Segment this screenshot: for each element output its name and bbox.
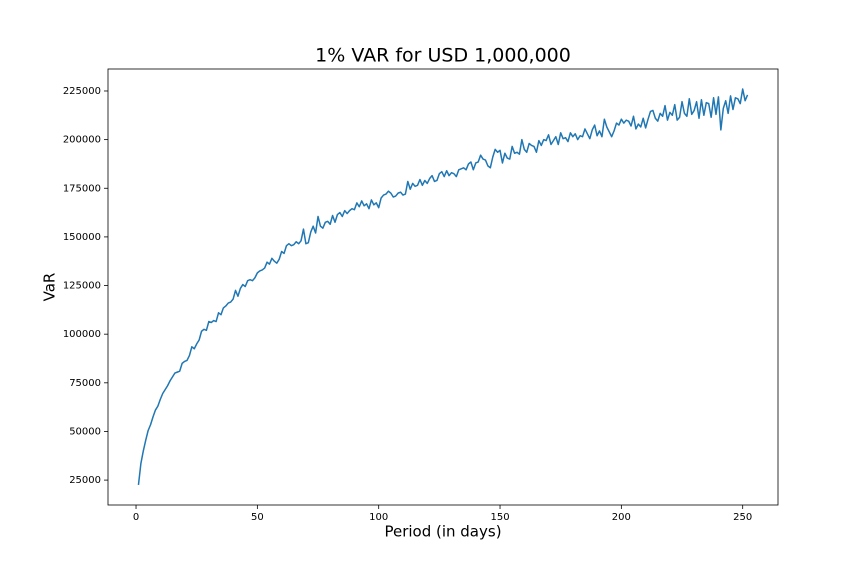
y-tick-label: 200000 bbox=[63, 135, 101, 146]
y-tick-label: 100000 bbox=[63, 329, 101, 340]
chart-title: 1% VAR for USD 1,000,000 bbox=[315, 45, 571, 67]
data-line bbox=[137, 88, 749, 486]
y-tick-label: 175000 bbox=[63, 183, 101, 194]
y-tick-label: 150000 bbox=[63, 232, 101, 243]
x-tick-label: 50 bbox=[251, 512, 264, 523]
y-tick-label: 50000 bbox=[69, 426, 101, 437]
plot-area: 0 50 100 150 200 250 25000 50000 75000 100000 1250… bbox=[63, 86, 752, 523]
y-tick-label: 225000 bbox=[63, 86, 101, 97]
y-tick-label: 125000 bbox=[63, 281, 101, 292]
x-tick-label: 100 bbox=[369, 512, 388, 523]
x-axis-label: Period (in days) bbox=[384, 523, 501, 541]
x-tick-label: 0 bbox=[133, 512, 139, 523]
x-tick-label: 250 bbox=[733, 512, 752, 523]
y-tick-label: 75000 bbox=[69, 378, 101, 389]
y-axis-label: VaR bbox=[41, 273, 59, 302]
y-tick-label: 25000 bbox=[69, 475, 101, 486]
x-tick-label: 150 bbox=[490, 512, 509, 523]
axes-frame bbox=[107, 68, 779, 506]
x-tick-label: 200 bbox=[612, 512, 631, 523]
